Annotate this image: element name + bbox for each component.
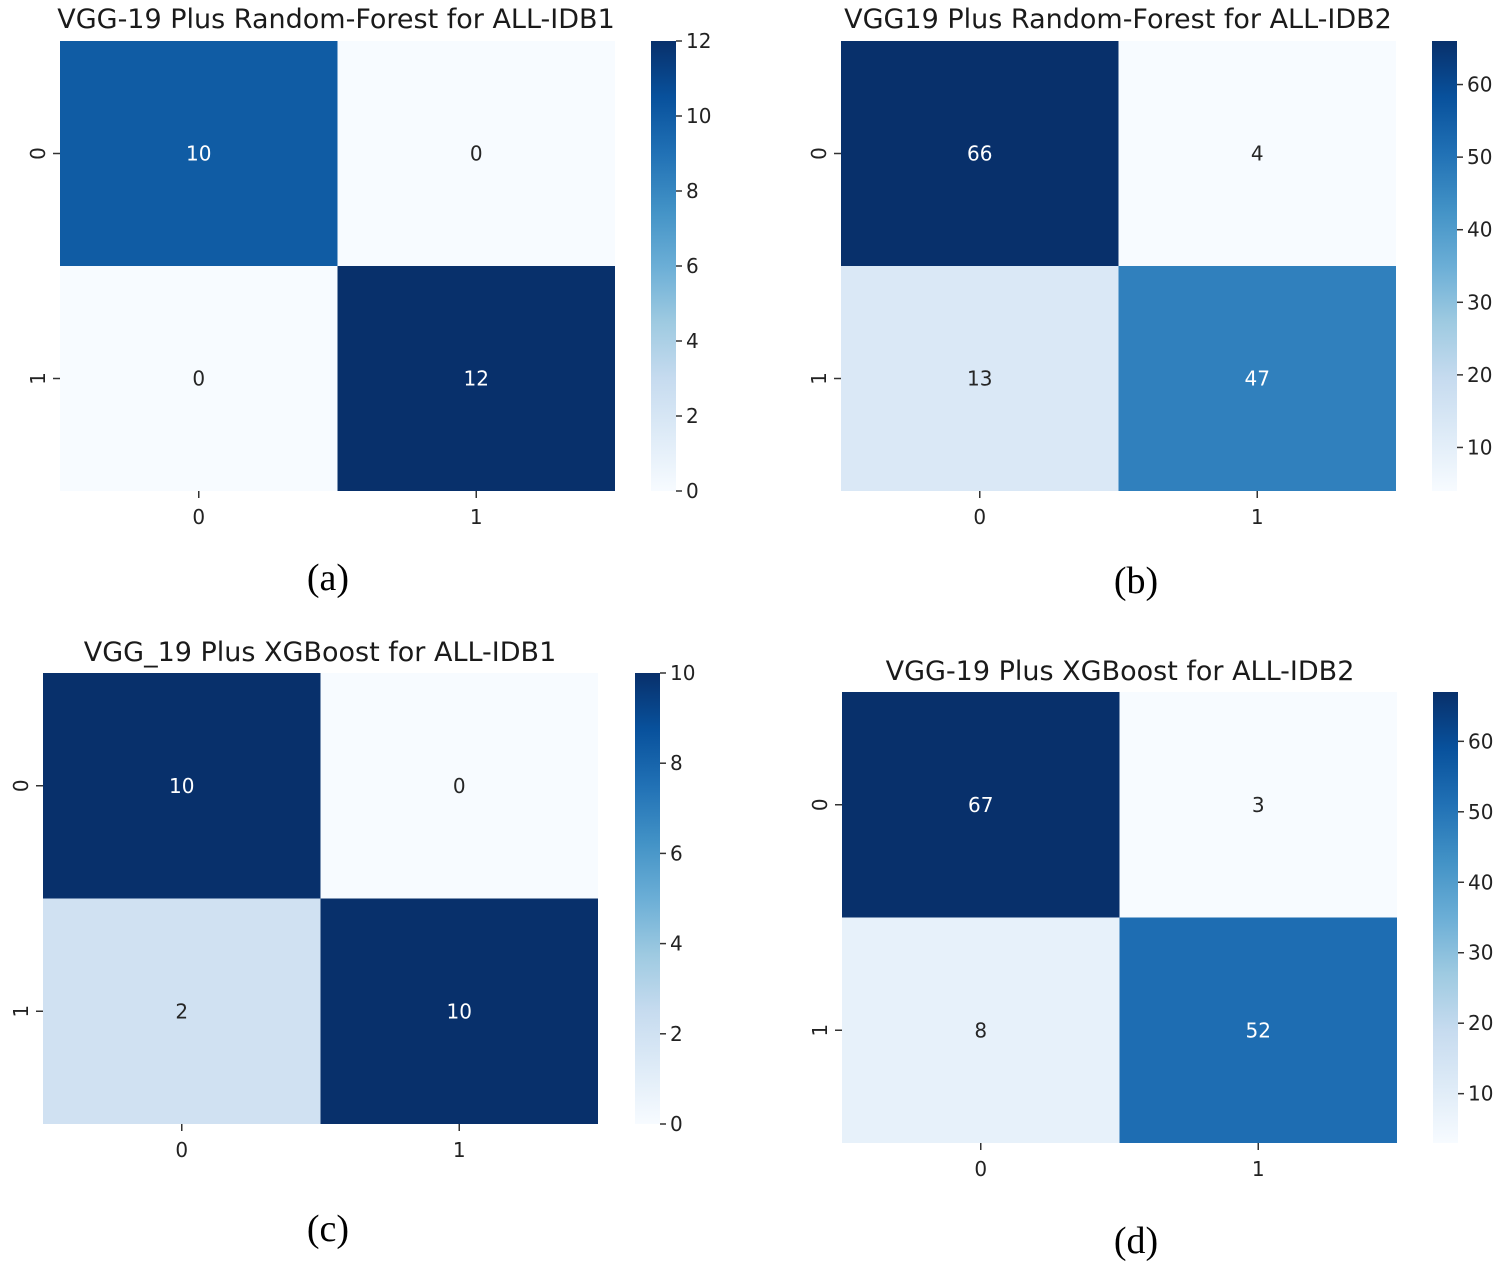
colorbar bbox=[635, 673, 660, 1124]
panel-label: (d) bbox=[1114, 1220, 1158, 1262]
heatmap-cell-r1-c0 bbox=[43, 898, 321, 1124]
colorbar-tick-label: 60 bbox=[1468, 729, 1493, 753]
heatmap-cell-r1-c1 bbox=[1119, 917, 1397, 1143]
cell-value-label: 66 bbox=[967, 142, 992, 166]
cell-value-label: 13 bbox=[967, 367, 992, 391]
confusion-matrix-panel-b: VGG19 Plus Random-Forest for ALL-IDB2 66 4… bbox=[807, 4, 1492, 602]
cell-value-label: 10 bbox=[186, 142, 211, 166]
colorbar bbox=[1432, 41, 1457, 491]
x-tick-label: 0 bbox=[192, 505, 205, 529]
heatmap-cell-r0-c1 bbox=[1119, 692, 1397, 918]
panel-label: (c) bbox=[307, 1208, 349, 1250]
panel-label: (b) bbox=[1114, 560, 1158, 602]
colorbar-tick-label: 6 bbox=[686, 254, 699, 278]
x-tick-label: 1 bbox=[1252, 1157, 1265, 1181]
heatmap-cell-r1-c0 bbox=[841, 266, 1119, 491]
chart-title: VGG-19 Plus Random-Forest for ALL-IDB1 bbox=[57, 4, 615, 35]
colorbar-tick-label: 0 bbox=[670, 1112, 683, 1136]
colorbar-tick-label: 4 bbox=[670, 932, 683, 956]
heatmap-cell-r0-c0 bbox=[842, 692, 1120, 918]
colorbar-tick-label: 50 bbox=[1467, 145, 1492, 169]
cell-value-label: 10 bbox=[447, 999, 472, 1023]
heatmap-cell-r0-c1 bbox=[320, 673, 598, 899]
y-tick-label: 1 bbox=[808, 1024, 832, 1037]
cell-value-label: 3 bbox=[1252, 793, 1265, 817]
cell-value-label: 0 bbox=[453, 774, 466, 798]
confusion-matrix-panel-d: VGG-19 Plus XGBoost for ALL-IDB2 67 3 8 52 0 1… bbox=[808, 656, 1493, 1262]
heatmap-cell-r1-c0 bbox=[842, 917, 1120, 1143]
y-tick-label: 1 bbox=[9, 1005, 33, 1018]
heatmap-cell-r0-c0 bbox=[43, 673, 321, 899]
colorbar-tick-label: 40 bbox=[1468, 870, 1493, 894]
colorbar-tick-label: 50 bbox=[1468, 800, 1493, 824]
x-tick-label: 0 bbox=[973, 505, 986, 529]
colorbar-tick-label: 10 bbox=[1468, 1082, 1493, 1106]
colorbar-tick-label: 8 bbox=[686, 179, 699, 203]
y-tick-label: 1 bbox=[26, 372, 50, 385]
colorbar-tick-label: 30 bbox=[1468, 941, 1493, 965]
heatmap-cell-r1-c0 bbox=[60, 266, 338, 491]
colorbar-tick-label: 2 bbox=[686, 404, 699, 428]
x-tick-label: 1 bbox=[1251, 505, 1264, 529]
colorbar bbox=[1433, 692, 1458, 1143]
y-tick-label: 0 bbox=[808, 798, 832, 811]
cell-value-label: 47 bbox=[1245, 367, 1270, 391]
chart-title: VGG_19 Plus XGBoost for ALL-IDB1 bbox=[84, 637, 557, 668]
colorbar-tick-label: 30 bbox=[1467, 290, 1492, 314]
colorbar-tick-label: 8 bbox=[670, 751, 683, 775]
cell-value-label: 2 bbox=[175, 999, 188, 1023]
cell-value-label: 0 bbox=[470, 142, 483, 166]
heatmap-cell-r1-c1 bbox=[337, 266, 615, 491]
y-tick-label: 0 bbox=[26, 147, 50, 160]
colorbar-tick-label: 6 bbox=[670, 841, 683, 865]
x-tick-label: 1 bbox=[470, 505, 483, 529]
x-tick-label: 0 bbox=[175, 1138, 188, 1162]
panel-label: (a) bbox=[307, 557, 349, 599]
chart-title: VGG-19 Plus XGBoost for ALL-IDB2 bbox=[886, 656, 1355, 687]
heatmap-cell-r1-c1 bbox=[1118, 266, 1396, 491]
colorbar-tick-label: 4 bbox=[686, 329, 699, 353]
heatmap-cell-r0-c1 bbox=[1118, 41, 1396, 266]
cell-value-label: 12 bbox=[464, 367, 489, 391]
x-tick-label: 0 bbox=[974, 1157, 987, 1181]
colorbar-tick-label: 60 bbox=[1467, 73, 1492, 97]
x-tick-label: 1 bbox=[453, 1138, 466, 1162]
colorbar-tick-label: 20 bbox=[1468, 1011, 1493, 1035]
colorbar-tick-label: 10 bbox=[1467, 435, 1492, 459]
colorbar-tick-label: 0 bbox=[686, 479, 699, 503]
colorbar-tick-label: 40 bbox=[1467, 218, 1492, 242]
colorbar-tick-label: 12 bbox=[686, 29, 711, 53]
y-tick-label: 0 bbox=[9, 779, 33, 792]
cell-value-label: 10 bbox=[169, 774, 194, 798]
colorbar bbox=[651, 41, 676, 491]
heatmap-cell-r1-c1 bbox=[320, 898, 598, 1124]
cell-value-label: 0 bbox=[192, 367, 205, 391]
y-tick-label: 0 bbox=[807, 147, 831, 160]
colorbar-tick-label: 2 bbox=[670, 1022, 683, 1046]
chart-title: VGG19 Plus Random-Forest for ALL-IDB2 bbox=[844, 4, 1392, 35]
cell-value-label: 52 bbox=[1246, 1018, 1271, 1042]
y-tick-label: 1 bbox=[807, 372, 831, 385]
colorbar-tick-label: 10 bbox=[670, 661, 695, 685]
confusion-matrix-panel-a: VGG-19 Plus Random-Forest for ALL-IDB110… bbox=[26, 4, 711, 599]
cell-value-label: 67 bbox=[968, 793, 993, 817]
cell-value-label: 4 bbox=[1251, 142, 1264, 166]
cell-value-label: 8 bbox=[974, 1018, 987, 1042]
heatmap-cell-r0-c0 bbox=[60, 41, 338, 266]
colorbar-tick-label: 20 bbox=[1467, 363, 1492, 387]
heatmap-cell-r0-c1 bbox=[337, 41, 615, 266]
heatmap-cell-r0-c0 bbox=[841, 41, 1119, 266]
colorbar-tick-label: 10 bbox=[686, 104, 711, 128]
